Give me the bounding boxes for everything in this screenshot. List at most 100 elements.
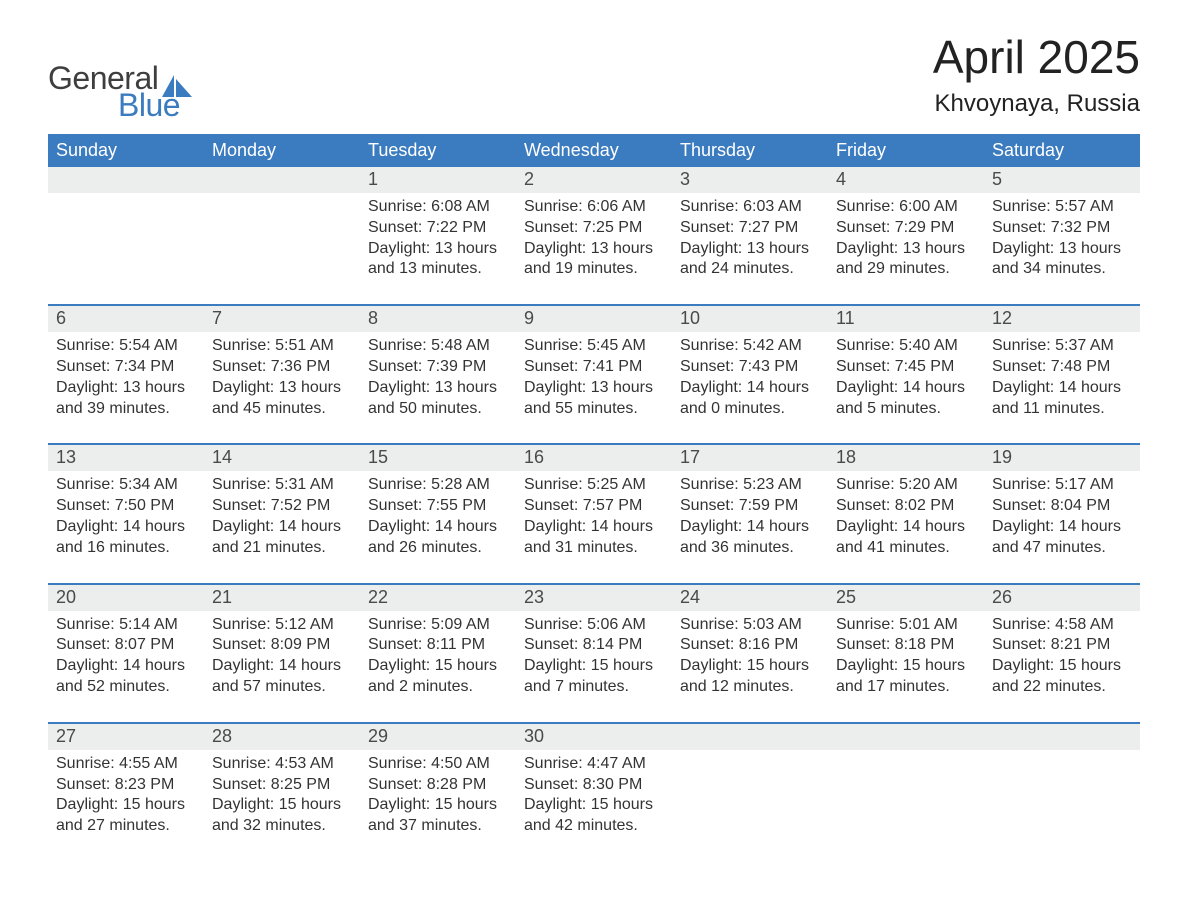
day-number: 9: [516, 306, 672, 332]
daylight-line: Daylight: 15 hours and 2 minutes.: [368, 656, 508, 698]
day-number: 11: [828, 306, 984, 332]
daylight-line: Daylight: 14 hours and 41 minutes.: [836, 517, 976, 559]
calendar-day-cell: 30Sunrise: 4:47 AMSunset: 8:30 PMDayligh…: [516, 723, 672, 861]
sunset-line: Sunset: 8:07 PM: [56, 635, 196, 656]
day-details: [48, 193, 204, 283]
calendar-day-cell: 25 Sunrise: 5:01 AMSunset: 8:18 PMDayligh…: [828, 584, 984, 723]
daylight-line: Daylight: 14 hours and 47 minutes.: [992, 517, 1132, 559]
day-number: 23: [516, 585, 672, 611]
calendar-day-cell: 19Sunrise: 5:17 AMSunset: 8:04 PMDayligh…: [984, 444, 1140, 583]
day-details: Sunrise: 4:53 AMSunset: 8:25 PMDaylight:…: [204, 750, 360, 861]
calendar-day-cell: [828, 723, 984, 861]
day-number: 3: [672, 167, 828, 193]
sunset-line: Sunset: 7:45 PM: [836, 357, 976, 378]
sunset-line: Sunset: 7:27 PM: [680, 218, 820, 239]
day-number: [672, 724, 828, 750]
weekday-header: Wednesday: [516, 134, 672, 167]
sunset-line: Sunset: 8:04 PM: [992, 496, 1132, 517]
calendar-day-cell: 15Sunrise: 5:28 AMSunset: 7:55 PMDayligh…: [360, 444, 516, 583]
sunrise-line: Sunrise: 5:42 AM: [680, 336, 820, 357]
day-details: Sunrise: 5:31 AMSunset: 7:52 PMDaylight:…: [204, 471, 360, 582]
location: Khvoynaya, Russia: [933, 90, 1140, 118]
daylight-line: Daylight: 13 hours and 34 minutes.: [992, 239, 1132, 281]
daylight-line: Daylight: 15 hours and 32 minutes.: [212, 795, 352, 837]
sunrise-line: Sunrise: 5:34 AM: [56, 475, 196, 496]
title-block: April 2025 Khvoynaya, Russia: [933, 30, 1140, 118]
sunset-line: Sunset: 7:57 PM: [524, 496, 664, 517]
day-details: Sunrise: 4:47 AMSunset: 8:30 PMDaylight:…: [516, 750, 672, 861]
sunset-line: Sunset: 8:18 PM: [836, 635, 976, 656]
calendar-day-cell: 26Sunrise: 4:58 AMSunset: 8:21 PMDayligh…: [984, 584, 1140, 723]
sunset-line: Sunset: 7:50 PM: [56, 496, 196, 517]
day-number: 8: [360, 306, 516, 332]
calendar-day-cell: 27Sunrise: 4:55 AMSunset: 8:23 PMDayligh…: [48, 723, 204, 861]
day-number: 4: [828, 167, 984, 193]
calendar-day-cell: [204, 167, 360, 305]
daylight-line: Daylight: 15 hours and 12 minutes.: [680, 656, 820, 698]
day-number: 7: [204, 306, 360, 332]
calendar-week-row: 1Sunrise: 6:08 AMSunset: 7:22 PMDaylight…: [48, 167, 1140, 305]
day-number: 17: [672, 445, 828, 471]
daylight-line: Daylight: 14 hours and 21 minutes.: [212, 517, 352, 559]
sunrise-line: Sunrise: 5:06 AM: [524, 615, 664, 636]
day-number: 25: [828, 585, 984, 611]
daylight-line: Daylight: 13 hours and 29 minutes.: [836, 239, 976, 281]
daylight-line: Daylight: 13 hours and 45 minutes.: [212, 378, 352, 420]
day-details: Sunrise: 6:00 AMSunset: 7:29 PMDaylight:…: [828, 193, 984, 304]
calendar-day-cell: 16Sunrise: 5:25 AMSunset: 7:57 PMDayligh…: [516, 444, 672, 583]
weekday-header: Monday: [204, 134, 360, 167]
day-details: Sunrise: 4:55 AMSunset: 8:23 PMDaylight:…: [48, 750, 204, 861]
calendar-day-cell: 24Sunrise: 5:03 AMSunset: 8:16 PMDayligh…: [672, 584, 828, 723]
sunset-line: Sunset: 8:28 PM: [368, 775, 508, 796]
day-details: Sunrise: 5:23 AMSunset: 7:59 PMDaylight:…: [672, 471, 828, 582]
sunset-line: Sunset: 7:22 PM: [368, 218, 508, 239]
sunrise-line: Sunrise: 5:31 AM: [212, 475, 352, 496]
daylight-line: Daylight: 15 hours and 27 minutes.: [56, 795, 196, 837]
day-number: 22: [360, 585, 516, 611]
day-number: 19: [984, 445, 1140, 471]
daylight-line: Daylight: 13 hours and 24 minutes.: [680, 239, 820, 281]
weekday-header: Sunday: [48, 134, 204, 167]
sunset-line: Sunset: 7:25 PM: [524, 218, 664, 239]
day-details: Sunrise: 5:25 AMSunset: 7:57 PMDaylight:…: [516, 471, 672, 582]
daylight-line: Daylight: 14 hours and 0 minutes.: [680, 378, 820, 420]
page-header: General Blue April 2025 Khvoynaya, Russi…: [48, 30, 1140, 124]
day-details: [828, 750, 984, 840]
day-details: Sunrise: 5:20 AMSunset: 8:02 PMDaylight:…: [828, 471, 984, 582]
sunrise-line: Sunrise: 5:12 AM: [212, 615, 352, 636]
sunrise-line: Sunrise: 5:01 AM: [836, 615, 976, 636]
daylight-line: Daylight: 15 hours and 17 minutes.: [836, 656, 976, 698]
day-details: Sunrise: 5:28 AMSunset: 7:55 PMDaylight:…: [360, 471, 516, 582]
sunrise-line: Sunrise: 5:57 AM: [992, 197, 1132, 218]
sunset-line: Sunset: 7:48 PM: [992, 357, 1132, 378]
sunrise-line: Sunrise: 4:55 AM: [56, 754, 196, 775]
daylight-line: Daylight: 15 hours and 22 minutes.: [992, 656, 1132, 698]
day-number: 12: [984, 306, 1140, 332]
sunset-line: Sunset: 8:21 PM: [992, 635, 1132, 656]
day-details: Sunrise: 5:45 AMSunset: 7:41 PMDaylight:…: [516, 332, 672, 443]
daylight-line: Daylight: 15 hours and 37 minutes.: [368, 795, 508, 837]
calendar-day-cell: 1Sunrise: 6:08 AMSunset: 7:22 PMDaylight…: [360, 167, 516, 305]
day-number: 1: [360, 167, 516, 193]
calendar-day-cell: [48, 167, 204, 305]
sunset-line: Sunset: 7:32 PM: [992, 218, 1132, 239]
sunset-line: Sunset: 7:29 PM: [836, 218, 976, 239]
day-details: [672, 750, 828, 840]
daylight-line: Daylight: 14 hours and 16 minutes.: [56, 517, 196, 559]
sunset-line: Sunset: 7:59 PM: [680, 496, 820, 517]
calendar-day-cell: 13 Sunrise: 5:34 AMSunset: 7:50 PMDayligh…: [48, 444, 204, 583]
brand-line2: Blue: [118, 87, 192, 124]
sunset-line: Sunset: 7:41 PM: [524, 357, 664, 378]
sunset-line: Sunset: 8:23 PM: [56, 775, 196, 796]
month-title: April 2025: [933, 30, 1140, 84]
day-details: Sunrise: 5:48 AMSunset: 7:39 PMDaylight:…: [360, 332, 516, 443]
day-number: 18: [828, 445, 984, 471]
day-number: 2: [516, 167, 672, 193]
day-number: 13: [48, 445, 204, 471]
day-number: 10: [672, 306, 828, 332]
daylight-line: Daylight: 14 hours and 11 minutes.: [992, 378, 1132, 420]
calendar-table: SundayMondayTuesdayWednesdayThursdayFrid…: [48, 134, 1140, 861]
day-details: Sunrise: 5:57 AMSunset: 7:32 PMDaylight:…: [984, 193, 1140, 304]
sunrise-line: Sunrise: 5:45 AM: [524, 336, 664, 357]
calendar-day-cell: 7Sunrise: 5:51 AMSunset: 7:36 PMDaylight…: [204, 305, 360, 444]
